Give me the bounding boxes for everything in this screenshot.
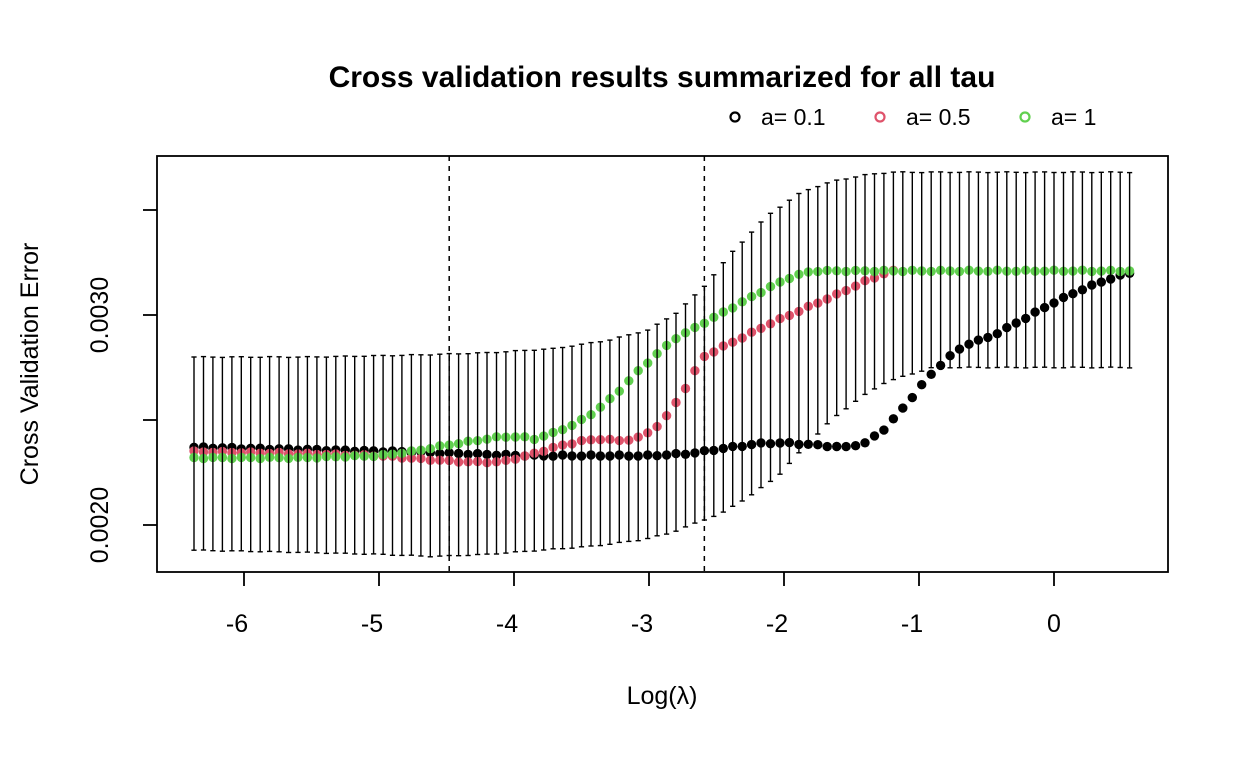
chart-title: Cross validation results summarized for … [329,61,996,94]
legend-label: a= 0.5 [906,104,971,130]
legend-marker-icon [1019,111,1031,123]
x-tick-label: -3 [631,610,653,638]
data-point [879,425,889,435]
x-tick-label: -1 [901,610,923,638]
data-point [917,380,927,390]
y-tick-label: 0.0030 [86,277,114,353]
legend-marker-icon [874,111,886,123]
legend: a= 0.1 a= 0.5 a= 1 [729,104,1096,130]
data-point [860,438,870,448]
legend-label: a= 0.1 [761,104,826,130]
data-point [832,441,842,452]
data-point [907,392,917,403]
data-point [926,369,936,379]
x-tick-label: -2 [766,610,788,638]
plot-area [143,156,1135,586]
data-point [813,440,823,450]
legend-label: a= 1 [1051,104,1096,130]
data-point [869,431,880,441]
y-tick-labels: 0.0030 0.0020 [86,277,114,563]
legend-marker-icon [729,111,741,123]
data-point [822,441,832,452]
x-tick-label: -4 [496,610,518,638]
y-axis-label: Cross Validation Error [16,243,44,486]
data-point [803,439,813,449]
x-tick-label: 0 [1047,610,1061,638]
x-axis-label: Log(λ) [627,682,698,710]
data-point [898,403,908,413]
x-tick-label: -6 [226,610,248,638]
plot-border [156,155,1169,573]
y-tick-label: 0.0020 [86,487,114,563]
data-point [841,441,851,452]
x-tick-label: -5 [361,610,383,638]
data-point [888,414,899,424]
x-tick-labels: -6 -5 -4 -3 -2 -1 0 [226,610,1061,638]
data-point [850,441,861,451]
